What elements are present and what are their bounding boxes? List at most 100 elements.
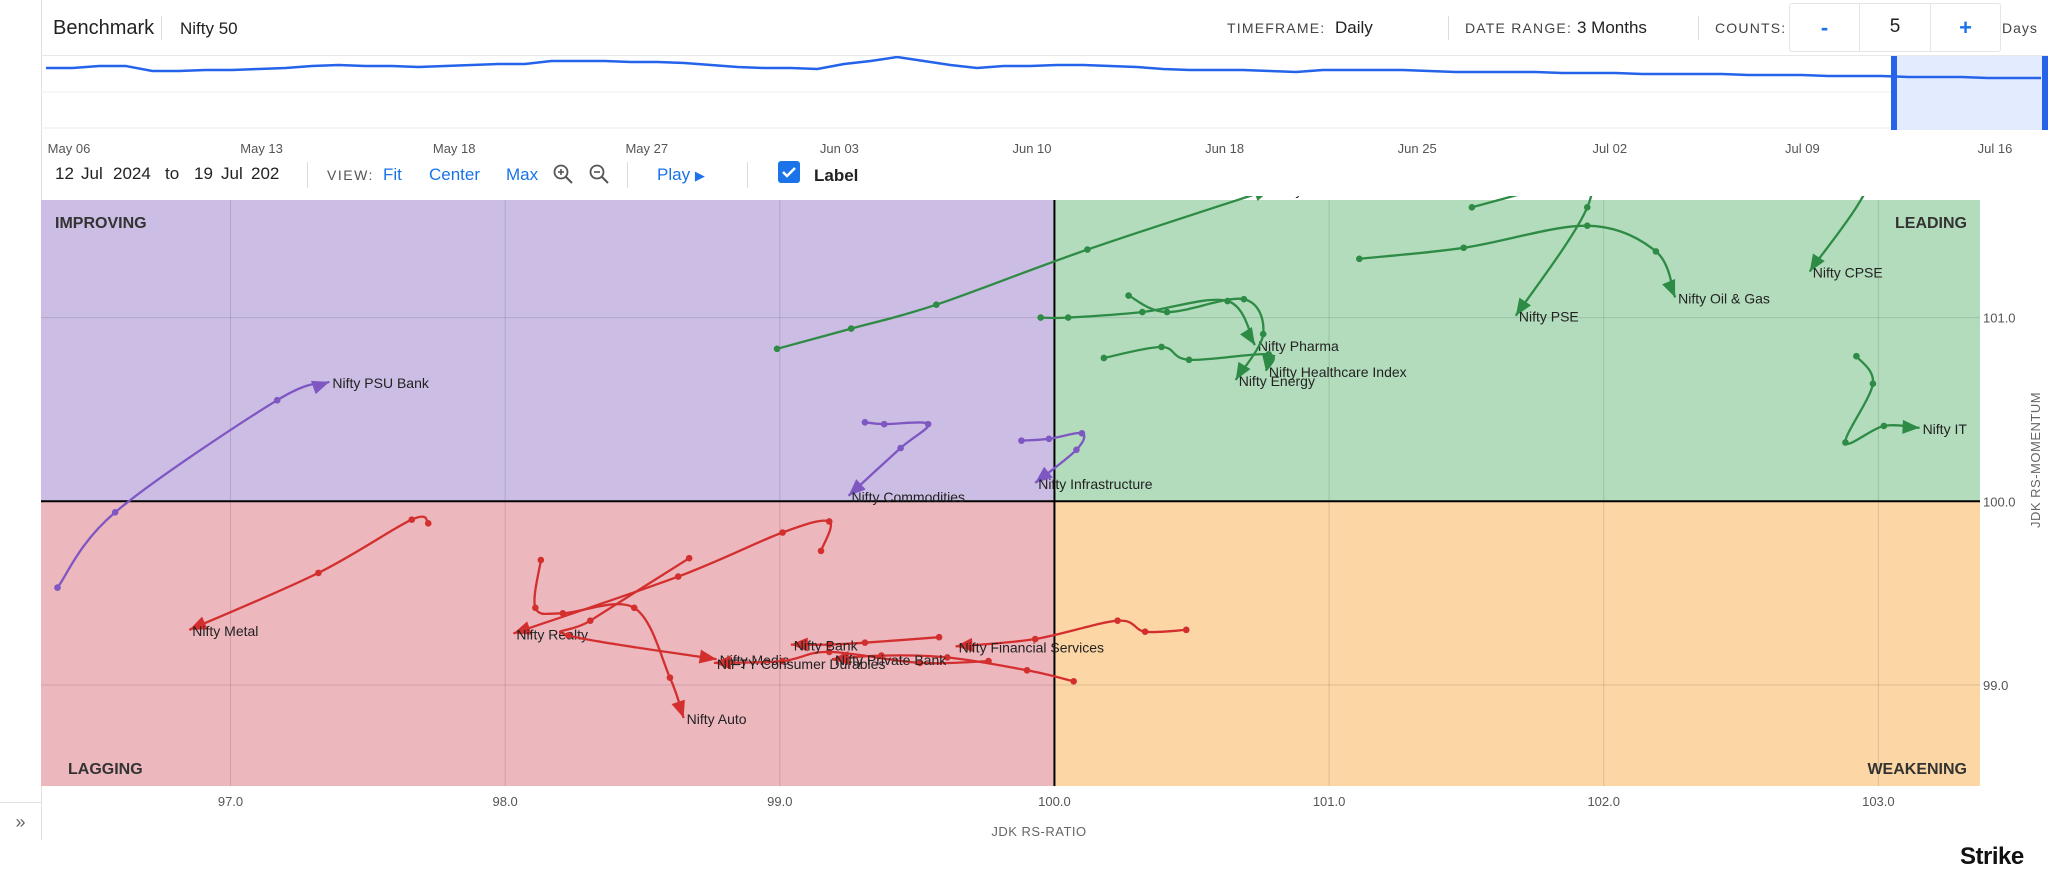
increment-button[interactable]: + (1930, 4, 2000, 51)
tail-point[interactable] (1078, 429, 1086, 437)
series-nifty-psu-bank[interactable]: Nifty PSU Bank (54, 375, 430, 591)
zoom-out-icon[interactable] (588, 163, 610, 185)
tail-point[interactable] (924, 420, 932, 428)
series-nifty-auto[interactable]: Nifty Auto (532, 556, 747, 727)
to-month-input[interactable]: Jul (221, 164, 243, 183)
benchmark-select[interactable]: Nifty 50 (180, 19, 238, 38)
head-arrow[interactable] (671, 699, 685, 719)
tail-point[interactable] (779, 529, 786, 536)
head-arrow[interactable] (311, 380, 330, 395)
series-nifty-oil-gas[interactable]: Nifty Oil & Gas (1356, 222, 1770, 306)
tail-point[interactable] (565, 632, 572, 639)
tail-point[interactable] (537, 556, 545, 564)
tail-point[interactable] (1045, 435, 1053, 443)
series-nifty-media[interactable]: Nifty Media (559, 554, 790, 668)
tail-point[interactable] (1031, 635, 1039, 643)
tail-point[interactable] (408, 516, 416, 523)
tail-point[interactable] (1182, 626, 1190, 634)
tail-point[interactable] (1460, 244, 1467, 252)
tail-point[interactable] (1141, 628, 1149, 635)
tail-point[interactable] (825, 648, 833, 656)
series-nifty-it[interactable]: Nifty IT (1842, 352, 1967, 446)
tail-point[interactable] (630, 604, 638, 612)
to-year-input[interactable]: 202 (251, 164, 280, 183)
tail-point[interactable] (825, 641, 833, 648)
tail-point[interactable] (1652, 248, 1660, 255)
from-year-input[interactable]: 2024 (113, 164, 151, 183)
tail-point[interactable] (1869, 380, 1877, 387)
tail-point[interactable] (935, 633, 943, 641)
tail-point[interactable] (1356, 255, 1363, 263)
timeframe-select[interactable]: Daily (1335, 18, 1373, 37)
head-arrow[interactable] (713, 655, 732, 670)
tail-point[interactable] (315, 569, 322, 577)
tail-point[interactable] (861, 418, 869, 426)
zoom-in-icon[interactable] (552, 163, 574, 185)
tail-point[interactable] (944, 654, 951, 661)
from-day-input[interactable]: 12 (55, 164, 74, 183)
head-arrow[interactable] (831, 651, 850, 665)
tail-point[interactable] (559, 610, 567, 617)
to-day-input[interactable]: 19 (194, 164, 213, 183)
tail-point[interactable] (1583, 204, 1591, 211)
series-nifty-commodities[interactable]: Nifty Commodities (847, 418, 965, 505)
tail-point[interactable] (1073, 446, 1080, 454)
tail-point[interactable] (878, 652, 885, 659)
view-fit-button[interactable]: Fit (383, 165, 402, 184)
tail-point[interactable] (1070, 677, 1077, 685)
tail-point[interactable] (1240, 295, 1248, 303)
series-nifty-bank[interactable]: Nifty Bank (790, 633, 943, 654)
tail-point[interactable] (1853, 352, 1860, 360)
tail-point[interactable] (424, 520, 432, 527)
tail-point[interactable] (1163, 308, 1171, 316)
date-range-select[interactable]: 3 Months (1577, 18, 1647, 37)
selection-handle-right[interactable] (2042, 56, 2048, 130)
head-arrow[interactable] (1902, 419, 1920, 434)
tail-point[interactable] (1185, 356, 1193, 364)
tail-point[interactable] (1158, 343, 1165, 351)
head-arrow[interactable] (790, 637, 808, 652)
head-arrow[interactable] (1035, 466, 1053, 483)
tail-point[interactable] (916, 659, 924, 667)
tail-point[interactable] (861, 639, 869, 647)
series-nifty-fmcg[interactable]: Nifty FMCG (773, 196, 1348, 353)
tail-point[interactable] (685, 554, 693, 562)
head-arrow[interactable] (1240, 326, 1255, 346)
tail-point[interactable] (1084, 246, 1091, 253)
tail-point[interactable] (273, 396, 281, 404)
play-button[interactable]: Play ▶ (657, 165, 705, 185)
series-nifty-healthcare-index[interactable]: Nifty Healthcare Index (1100, 343, 1407, 380)
head-arrow[interactable] (698, 649, 717, 664)
from-month-input[interactable]: Jul (81, 164, 103, 183)
timeline-navigator[interactable]: May 06 May 13 May 18 May 27 Jun 03 Jun 10 Jun … (41, 56, 2048, 156)
tail-point[interactable] (1037, 314, 1045, 321)
series-nifty-pse[interactable]: Nifty PSE (1514, 196, 1596, 325)
series-nifty-energy[interactable]: Nifty Energy (1125, 292, 1315, 389)
selection-window[interactable] (1896, 56, 2048, 130)
tail-point[interactable] (586, 617, 594, 624)
tail-point[interactable] (1023, 666, 1031, 674)
tail-point[interactable] (54, 584, 61, 591)
tail-point[interactable] (1842, 439, 1849, 446)
tail-point[interactable] (825, 518, 833, 525)
view-center-button[interactable]: Center (429, 165, 481, 184)
head-arrow[interactable] (1662, 278, 1676, 298)
series-nifty-cpse[interactable]: Nifty CPSE (1468, 196, 1883, 281)
view-max-button[interactable]: Max (506, 165, 539, 184)
head-arrow[interactable] (1809, 253, 1825, 272)
head-arrow[interactable] (1235, 361, 1251, 381)
counts-value[interactable]: 5 (1889, 16, 1901, 37)
tail-point[interactable] (666, 674, 674, 681)
tail-point[interactable] (1468, 204, 1476, 211)
head-arrow[interactable] (1261, 352, 1276, 371)
tail-point[interactable] (1259, 330, 1267, 338)
tail-point[interactable] (1139, 308, 1146, 316)
head-arrow[interactable] (189, 616, 208, 630)
tail-point[interactable] (817, 547, 825, 555)
head-arrow[interactable] (955, 637, 974, 652)
label-checkbox[interactable] (778, 161, 800, 183)
tail-point[interactable] (532, 604, 539, 612)
tail-point[interactable] (1880, 422, 1888, 430)
series-nifty-financial-services[interactable]: Nifty Financial Services (955, 617, 1190, 655)
tail-point[interactable] (847, 325, 855, 332)
